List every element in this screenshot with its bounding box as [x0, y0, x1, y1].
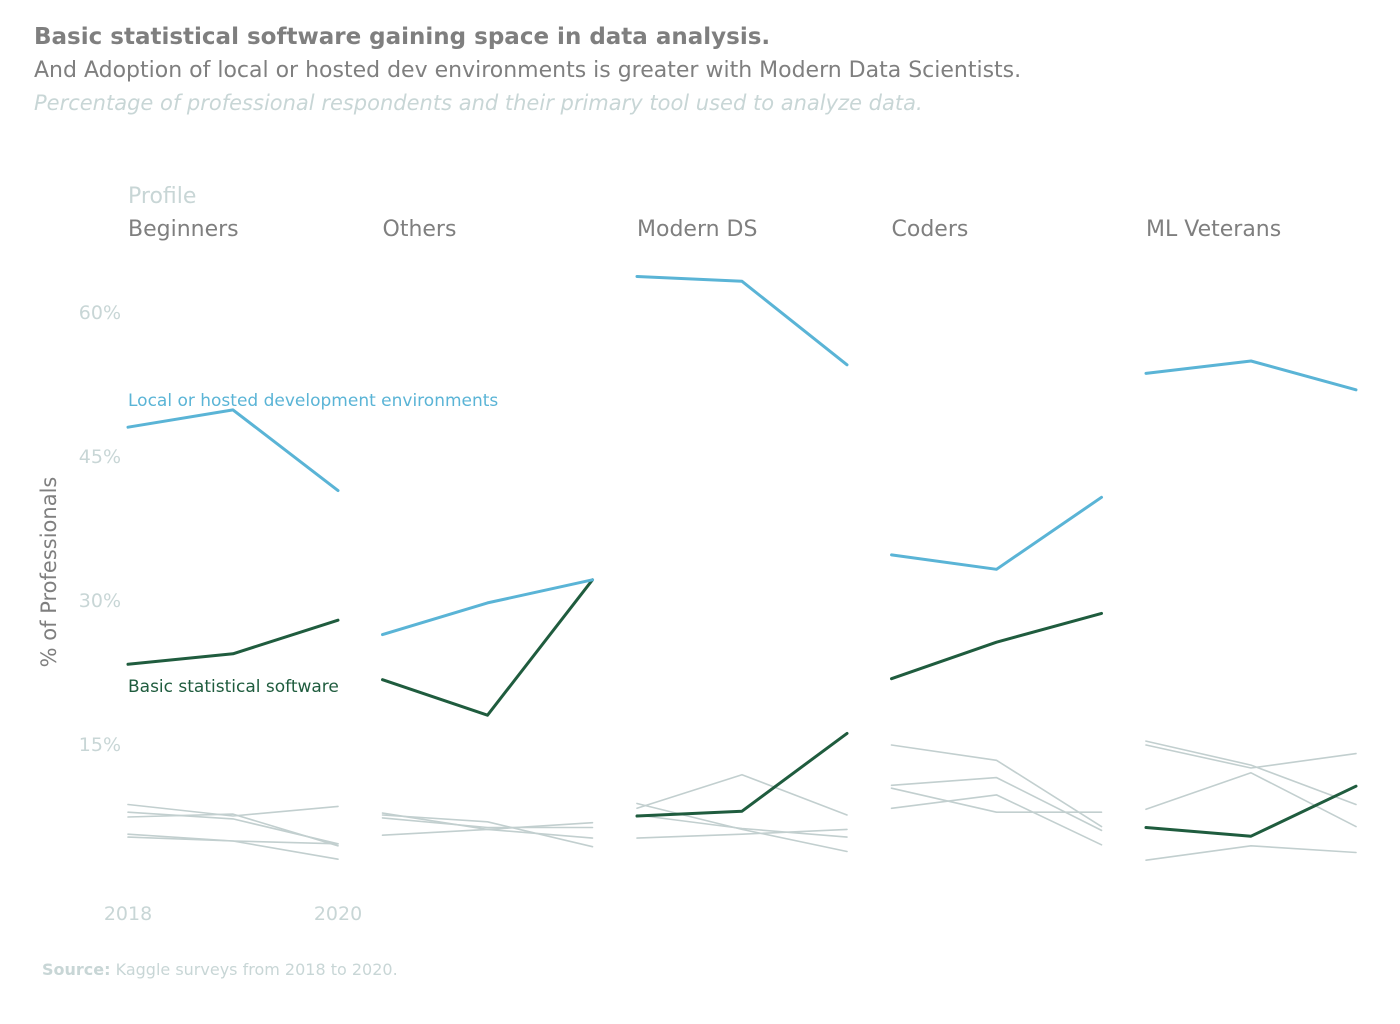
chart-title: Basic statistical software gaining space… [34, 24, 771, 50]
basic-stat-line [635, 731, 849, 818]
local-env-line [1144, 359, 1358, 392]
y-axis-label: % of Professionals [37, 477, 61, 668]
local-env-line [126, 408, 340, 493]
other-series-line [381, 821, 594, 837]
basic-stat-line [1144, 784, 1358, 838]
source-note: Source: Kaggle surveys from 2018 to 2020… [42, 960, 398, 979]
other-series-line [127, 813, 339, 847]
other-series-line [636, 828, 848, 839]
local-env-line [635, 275, 849, 367]
other-series-line [890, 794, 1103, 846]
other-series-line [1145, 844, 1357, 862]
panel-title: Beginners [128, 217, 239, 242]
source-label: Source: [42, 960, 111, 979]
other-series-line [381, 817, 594, 829]
y-tick-label: 15% [79, 734, 121, 756]
other-series-line [1145, 744, 1357, 769]
local-env-line [890, 495, 1103, 571]
other-series-line [890, 744, 1103, 828]
other-series-line [127, 836, 339, 845]
panel-title: ML Veterans [1146, 217, 1281, 242]
basic-stat-series-label: Basic statistical software [128, 677, 339, 697]
y-tick-label: 45% [79, 446, 121, 468]
basic-stat-line [890, 611, 1103, 681]
panel-title: Coders [892, 217, 969, 242]
x-tick-label: 2020 [314, 903, 362, 925]
other-series-line [890, 787, 1103, 814]
other-series-line [127, 803, 339, 817]
panel-title: Modern DS [637, 217, 757, 242]
other-series-line [636, 802, 848, 853]
other-series-line [381, 814, 594, 848]
local-env-line [381, 578, 594, 637]
y-tick-label: 30% [79, 590, 121, 612]
local-env-series-label: Local or hosted development environments [128, 391, 498, 411]
basic-stat-line [381, 578, 594, 717]
chart-caption: Percentage of professional respondents a… [34, 91, 923, 115]
other-series-line [1145, 740, 1357, 806]
chart-subtitle: And Adoption of local or hosted dev envi… [34, 58, 1022, 83]
panel-title: Others [383, 217, 457, 242]
x-tick-label: 2018 [104, 903, 152, 925]
source-text: Kaggle surveys from 2018 to 2020. [115, 960, 398, 979]
y-tick-label: 60% [79, 302, 121, 324]
facet-title: Profile [128, 184, 196, 209]
other-series-line [636, 773, 848, 816]
other-series-line [636, 814, 848, 838]
basic-stat-line [126, 618, 340, 666]
other-series-line [1145, 771, 1357, 828]
